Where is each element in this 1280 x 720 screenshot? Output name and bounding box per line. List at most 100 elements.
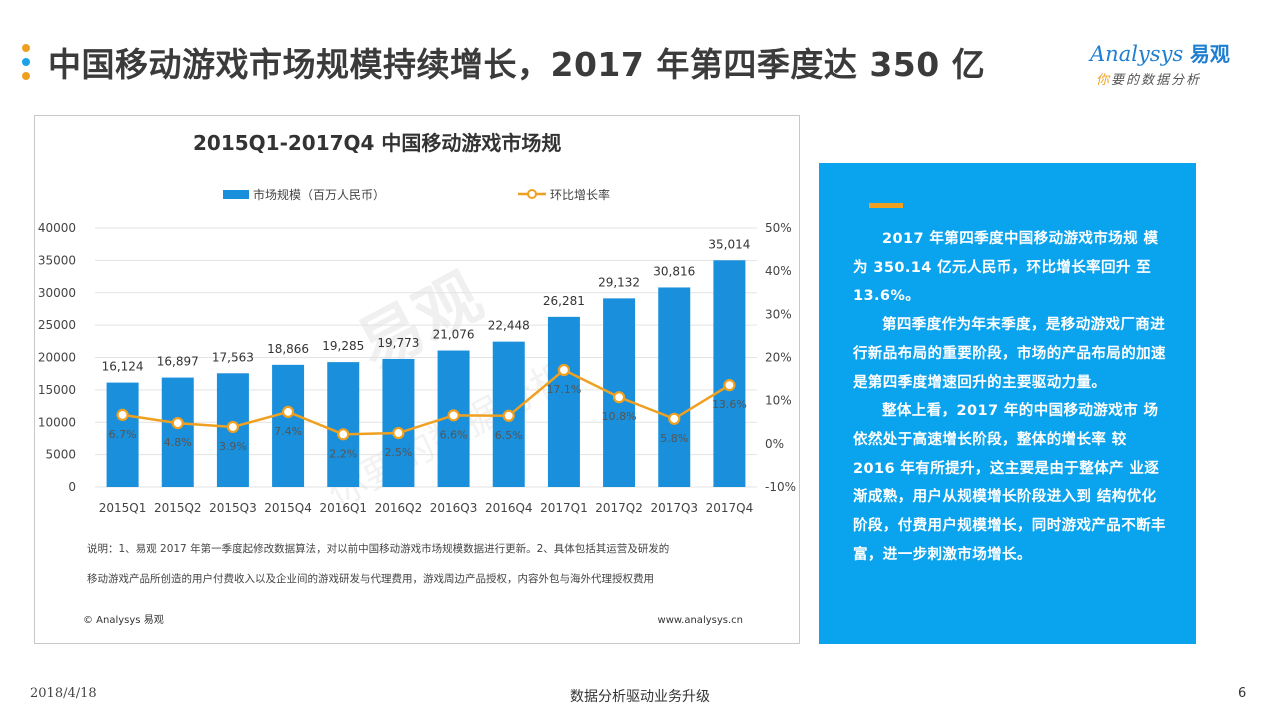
y-axis-tick-label: 25000	[38, 318, 76, 332]
footer-date: 2018/4/18	[30, 686, 97, 701]
chart-container: 易观你要的数据分析2015Q1-2017Q4 中国移动游戏市场规市场规模（百万人…	[34, 115, 800, 644]
page-title: 中国移动游戏市场规模持续增长，2017 年第四季度达 350 亿	[48, 45, 986, 84]
chart-note-line-1: 说明：1、易观 2017 年第一季度起修改数据算法，对以前中国移动游戏市场规模数…	[87, 542, 669, 555]
y-axis-tick-label: 0	[68, 480, 76, 494]
bar-value-label: 22,448	[488, 319, 530, 333]
y2-axis-tick-label: 0%	[765, 437, 784, 451]
bar-value-label: 19,773	[377, 336, 419, 350]
growth-rate-point	[612, 391, 626, 404]
logo-slogan-accent: 你	[1096, 73, 1112, 88]
x-axis-tick-label: 2015Q2	[154, 501, 202, 515]
bar-value-label: 16,124	[102, 360, 144, 374]
market-size-chart: 易观你要的数据分析2015Q1-2017Q4 中国移动游戏市场规市场规模（百万人…	[38, 131, 796, 626]
growth-rate-label: 4.8%	[164, 436, 192, 449]
growth-rate-label: 7.4%	[274, 425, 302, 438]
x-axis-tick-label: 2016Q4	[485, 501, 533, 515]
summary-paragraph-2: 第四季度作为年末季度，是移动游戏厂商进行新品布局的重要阶段，市场的产品布局的加速…	[853, 317, 1166, 391]
bar-market-size	[272, 364, 305, 487]
bullet-dot-orange	[22, 72, 30, 80]
x-axis-tick-label: 2017Q1	[540, 501, 588, 515]
bar-market-size	[658, 287, 691, 487]
logo-brand-initial: A	[1090, 42, 1106, 66]
growth-rate-label: 10.8%	[602, 410, 637, 423]
y2-axis-tick-label: 20%	[765, 351, 792, 365]
growth-rate-label: 17.1%	[546, 383, 581, 396]
logo-slogan: 你要的数据分析	[1096, 69, 1260, 88]
x-axis-tick-label: 2016Q3	[430, 501, 478, 515]
footer-slogan: 数据分析驱动业务升级	[570, 689, 710, 705]
y-axis-tick-label: 30000	[38, 286, 76, 300]
logo-brand: Analysys 易观	[1090, 38, 1260, 67]
y-axis-tick-label: 10000	[38, 415, 76, 429]
growth-rate-point	[281, 405, 295, 418]
y2-axis-tick-label: -10%	[765, 480, 796, 494]
x-axis-tick-label: 2017Q3	[650, 501, 698, 515]
growth-rate-point	[392, 426, 405, 440]
chart-title: 2015Q1-2017Q4 中国移动游戏市场规	[193, 131, 561, 155]
chart-source-left: © Analysys 易观	[83, 614, 164, 626]
y2-axis-tick-label: 30%	[765, 307, 792, 321]
bar-value-label: 29,132	[598, 275, 640, 289]
growth-rate-point	[502, 409, 515, 422]
summary-paragraph-1: 2017 年第四季度中国移动游戏市场规 模为 350.14 亿元人民币，环比增长…	[853, 231, 1159, 305]
growth-rate-point	[226, 420, 240, 434]
growth-rate-point	[668, 412, 681, 425]
x-axis-tick-label: 2017Q4	[706, 501, 754, 515]
y2-axis-tick-label: 50%	[765, 221, 792, 235]
logo-slogan-text: 要的数据分析	[1111, 73, 1202, 88]
x-axis-tick-label: 2015Q4	[264, 501, 312, 515]
chart-source-right: www.analysys.cn	[658, 615, 743, 626]
bar-value-label: 17,563	[212, 350, 254, 364]
legend-label-bar: 市场规模（百万人民币）	[253, 187, 385, 202]
logo-cn: 易观	[1189, 42, 1230, 66]
growth-rate-point	[723, 379, 736, 392]
growth-rate-point	[171, 417, 184, 430]
legend-swatch-bar	[223, 190, 249, 199]
x-axis-tick-label: 2015Q1	[99, 501, 147, 515]
bar-market-size	[106, 382, 139, 487]
growth-rate-point	[337, 428, 350, 441]
growth-rate-point	[447, 409, 460, 422]
y2-axis-tick-label: 40%	[765, 264, 792, 278]
chart-note-line-2: 移动游戏产品所创造的用户付费收入以及企业间的游戏研发与代理费用，游戏周边产品授权…	[87, 572, 654, 585]
bullet-dot-blue	[22, 58, 30, 66]
y-axis-tick-label: 40000	[38, 221, 76, 235]
growth-rate-label: 3.9%	[219, 440, 247, 453]
bar-value-label: 21,076	[433, 328, 475, 342]
bar-market-size	[327, 362, 360, 487]
bar-market-size	[713, 260, 746, 487]
y-axis-tick-label: 15000	[38, 383, 76, 397]
growth-rate-label: 6.7%	[109, 428, 137, 441]
logo-brand-text: nalysys	[1105, 42, 1184, 66]
summary-paragraph-3: 整体上看，2017 年的中国移动游戏市 场依然处于高速增长阶段，整体的增长率 较…	[853, 403, 1166, 563]
bar-market-size	[161, 377, 194, 487]
legend-marker-growth	[527, 189, 537, 199]
y-axis-tick-label: 35000	[38, 253, 76, 267]
growth-rate-point	[557, 363, 571, 377]
growth-rate-label: 6.5%	[495, 429, 523, 442]
bar-value-label: 26,281	[543, 294, 585, 308]
growth-rate-point	[116, 408, 129, 422]
growth-rate-line	[122, 368, 731, 436]
bar-value-label: 35,014	[708, 237, 750, 251]
bullet-dot-orange	[22, 44, 30, 52]
bar-value-label: 30,816	[653, 264, 695, 278]
bar-value-label: 18,866	[267, 342, 309, 356]
bar-value-label: 16,897	[157, 355, 199, 369]
x-axis-tick-label: 2016Q1	[319, 501, 367, 515]
bar-market-size	[547, 316, 580, 487]
bar-value-label: 19,285	[322, 339, 364, 353]
legend-label-growth: 环比增长率	[550, 187, 610, 202]
analysys-logo: Analysys 易观 你要的数据分析	[1090, 38, 1260, 92]
y-axis-tick-label: 5000	[45, 448, 76, 462]
x-axis-tick-label: 2015Q3	[209, 501, 257, 515]
growth-rate-label: 2.2%	[329, 447, 357, 460]
x-axis-tick-label: 2016Q2	[375, 501, 423, 515]
x-axis-tick-label: 2017Q2	[595, 501, 643, 515]
title-bullet-dots	[22, 44, 32, 86]
growth-rate-label: 5.8%	[660, 432, 688, 445]
y2-axis-tick-label: 10%	[765, 394, 792, 408]
panel-accent-bar	[869, 203, 903, 208]
watermark-logo: 易观	[346, 260, 494, 385]
growth-rate-label: 13.6%	[712, 398, 747, 411]
